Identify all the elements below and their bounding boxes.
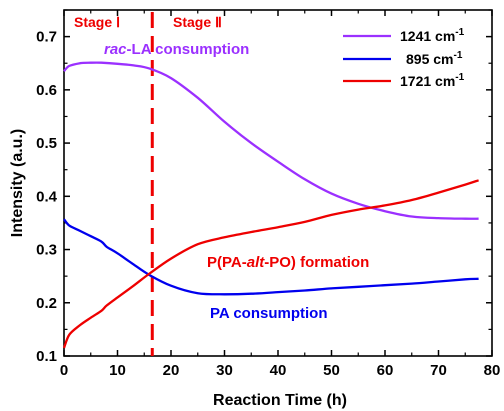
series-lines <box>62 61 479 349</box>
annotation-ppa-prefix: P(PA- <box>207 254 247 271</box>
annotation-ppa-suffix: -PO) formation <box>264 254 369 271</box>
annotation-rac-la-consumption: rac-LA consumption <box>104 41 249 58</box>
y-tick-label: 0.5 <box>36 135 57 152</box>
stage-2-label: Stage Ⅱ <box>173 14 222 30</box>
x-axis-title: Reaction Time (h) <box>213 392 347 409</box>
x-tick-label: 50 <box>323 362 340 379</box>
y-axis-title: Intensity (a.u.) <box>9 129 26 237</box>
x-tick-label: 0 <box>60 362 68 379</box>
x-tick-label: 10 <box>109 362 126 379</box>
annotation-ppa-italic: alt <box>247 254 266 271</box>
annotation-rac-text: -LA consumption <box>127 41 250 58</box>
annotation-rac-prefix: rac <box>104 41 127 58</box>
legend: 1241 cm-1 895 cm-1 1721 cm-1 <box>343 27 465 89</box>
x-tick-label: 70 <box>430 362 447 379</box>
legend-label-895: 895 cm-1 <box>406 50 463 67</box>
annotation-pa-consumption: PA consumption <box>210 305 328 322</box>
x-tick-label: 40 <box>270 362 287 379</box>
annotation-p-pa-alt-po-formation: P(PA-alt-PO) formation <box>207 254 369 271</box>
axis-ticks <box>63 9 493 357</box>
y-tick-label: 0.4 <box>36 188 58 205</box>
y-tick-label: 0.1 <box>36 348 57 365</box>
y-tick-label: 0.6 <box>36 82 57 99</box>
y-tick-label: 0.2 <box>36 295 57 312</box>
legend-label-1241: 1241 cm-1 <box>400 27 465 44</box>
series-line-0 <box>63 61 479 220</box>
x-tick-label: 30 <box>216 362 233 379</box>
x-tick-label: 20 <box>163 362 180 379</box>
stage-1-label: Stage Ⅰ <box>74 14 120 30</box>
tick-labels: 0 10 20 30 40 50 60 70 80 0.1 0.2 0.3 0.4 0.5 0.6 0.7 <box>36 29 500 379</box>
series-line-2 <box>62 179 479 349</box>
x-tick-label: 60 <box>377 362 394 379</box>
series-line-1 <box>63 218 479 296</box>
legend-label-1721: 1721 cm-1 <box>400 72 465 89</box>
x-tick-label: 80 <box>484 362 501 379</box>
y-tick-label: 0.3 <box>36 242 57 259</box>
y-tick-label: 0.7 <box>36 29 57 46</box>
